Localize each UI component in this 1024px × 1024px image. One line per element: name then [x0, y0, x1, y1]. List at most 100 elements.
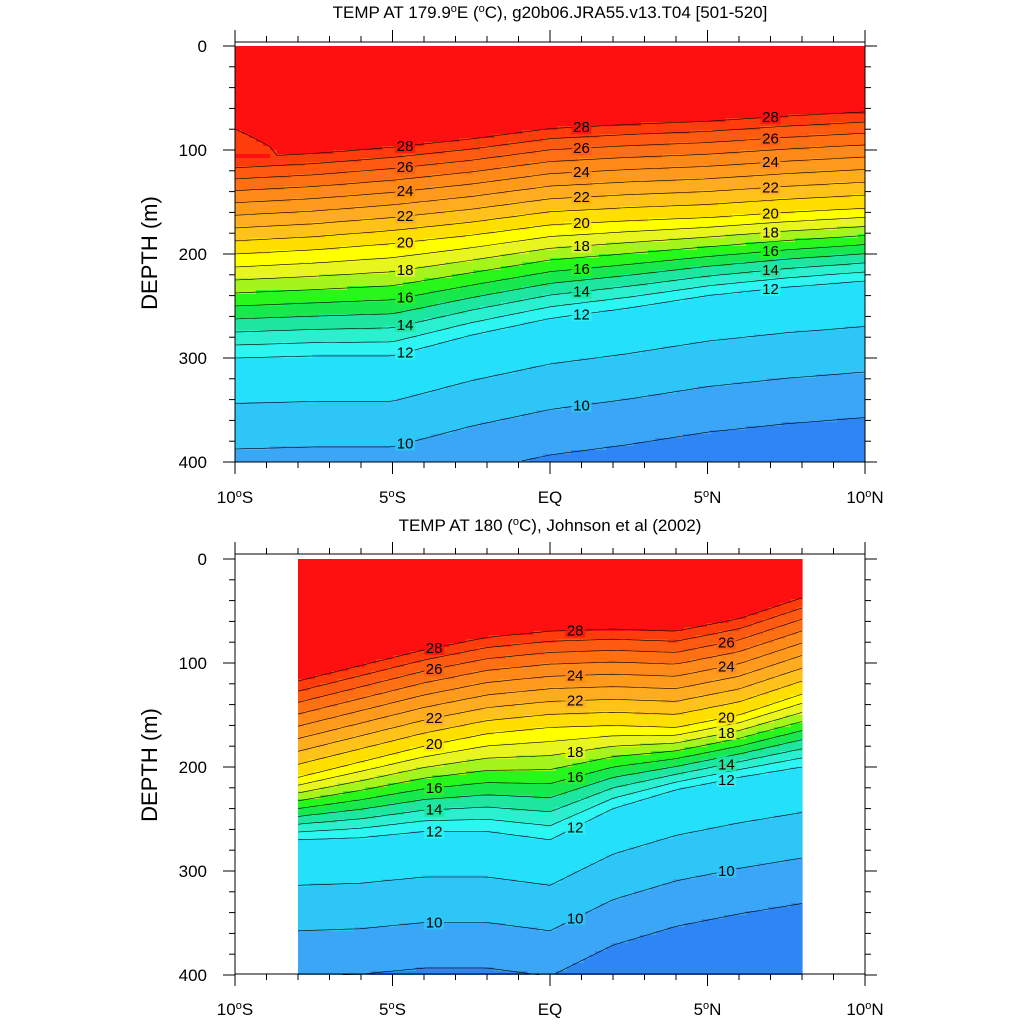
contour-cell: [550, 94, 558, 99]
contour-cell: [487, 398, 495, 403]
contour-cell: [529, 174, 537, 179]
contour-cell: [298, 394, 306, 399]
contour-cell: [235, 374, 243, 379]
contour-cell: [305, 358, 313, 363]
contour-cell: [291, 450, 299, 455]
contour-cell: [291, 66, 299, 71]
contour-cell: [235, 426, 243, 431]
contour-cell: [305, 290, 313, 295]
contour-cell: [291, 418, 299, 423]
contour-cell: [452, 430, 460, 435]
contour-cell: [438, 370, 446, 375]
contour-cell: [501, 366, 509, 371]
contour-cell: [263, 190, 271, 195]
contour-cell: [291, 438, 299, 443]
contour-cell: [270, 154, 278, 159]
contour-cell: [298, 90, 306, 95]
contour-cell: [389, 58, 397, 63]
contour-cell: [543, 166, 551, 171]
contour-cell: [333, 358, 341, 363]
contour-cell: [424, 314, 432, 319]
contour-cell: [242, 118, 250, 123]
contour-cell: [298, 290, 306, 295]
contour-cell: [543, 374, 551, 379]
contour-cell: [235, 370, 243, 375]
contour-cell: [270, 250, 278, 255]
contour-cell: [333, 390, 341, 395]
contour-cell: [284, 78, 292, 83]
contour-cell: [459, 86, 467, 91]
contour-cell: [333, 138, 341, 143]
contour-cell: [466, 354, 474, 359]
contour-cell: [473, 350, 481, 355]
contour-cell: [473, 218, 481, 223]
contour-cell: [487, 362, 495, 367]
contour-cell: [494, 230, 502, 235]
contour-cell: [382, 446, 390, 451]
contour-cell: [312, 334, 320, 339]
contour-cell: [263, 230, 271, 235]
contour-cell: [361, 86, 369, 91]
contour-cell: [270, 122, 278, 127]
contour-cell: [522, 410, 530, 415]
contour-cell: [326, 446, 334, 451]
contour-cell: [249, 374, 257, 379]
contour-cell: [277, 138, 285, 143]
contour-cell: [564, 282, 572, 287]
contour-cell: [270, 214, 278, 219]
contour-cell: [347, 114, 355, 119]
contour-cell: [354, 162, 362, 167]
contour-cell: [277, 234, 285, 239]
contour-cell: [347, 326, 355, 331]
contour-cell: [333, 106, 341, 111]
contour-cell: [235, 434, 243, 439]
contour-cell: [445, 170, 453, 175]
contour-cell: [263, 78, 271, 83]
contour-cell: [529, 90, 537, 95]
contour-cell: [452, 218, 460, 223]
contour-cell: [361, 338, 369, 343]
contour-cell: [431, 334, 439, 339]
contour-cell: [466, 214, 474, 219]
contour-cell: [501, 142, 509, 147]
contour-cell: [459, 246, 467, 251]
contour-cell: [480, 118, 488, 123]
contour-cell: [424, 66, 432, 71]
contour-cell: [270, 350, 278, 355]
contour-cell: [564, 274, 572, 279]
contour-cell: [361, 222, 369, 227]
contour-cell: [543, 174, 551, 179]
contour-cell: [389, 118, 397, 123]
contour-cell: [445, 50, 453, 55]
contour-cell: [326, 418, 334, 423]
contour-cell: [235, 98, 243, 103]
contour-cell: [494, 162, 502, 167]
contour-cell: [389, 290, 397, 295]
contour-cell: [410, 70, 418, 75]
contour-cell: [298, 254, 306, 259]
contour-cell: [473, 102, 481, 107]
contour-cell: [508, 150, 516, 155]
contour-cell: [452, 354, 460, 359]
contour-cell: [375, 62, 383, 67]
contour-cell: [557, 106, 565, 111]
contour-cell: [361, 346, 369, 351]
contour-cell: [249, 458, 257, 462]
contour-cell: [361, 454, 369, 459]
contour-cell: [438, 138, 446, 143]
contour-cell: [242, 450, 250, 455]
contour-cell: [298, 126, 306, 131]
contour-cell: [543, 310, 551, 315]
contour-cell: [473, 266, 481, 271]
contour-cell: [494, 286, 502, 291]
contour-cell: [508, 198, 516, 203]
contour-cell: [256, 106, 264, 111]
contour-cell: [319, 322, 327, 327]
contour-cell: [249, 214, 257, 219]
contour-cell: [515, 314, 523, 319]
contour-cell: [291, 154, 299, 159]
contour-cell: [417, 330, 425, 335]
contour-cell: [445, 214, 453, 219]
contour-cell: [249, 258, 257, 263]
contour-cell: [487, 438, 495, 443]
